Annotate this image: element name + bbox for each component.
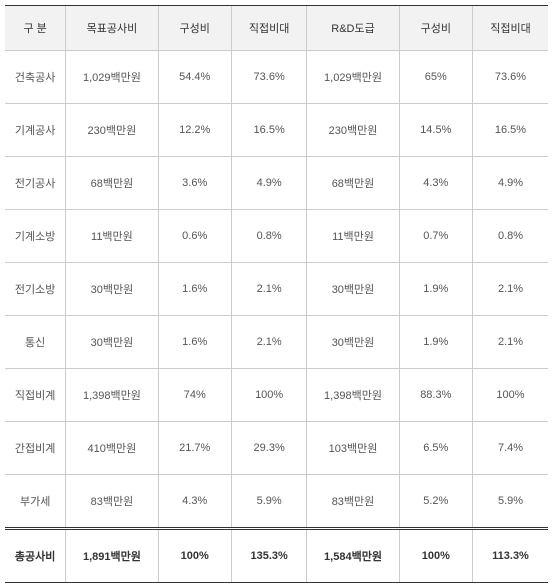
table-cell: 4.3%: [158, 475, 231, 529]
total-rnd-contract: 1,584백만원: [307, 529, 399, 583]
table-cell: 전기소방: [5, 263, 66, 316]
table-cell: 5.2%: [399, 475, 472, 529]
total-label: 총공사비: [5, 529, 66, 583]
table-cell: 3.6%: [158, 157, 231, 210]
table-cell: 1,398백만원: [307, 369, 399, 422]
table-cell: 부가세: [5, 475, 66, 529]
col-header-direct-ratio-2: 직접비대: [472, 6, 548, 51]
table-body: 건축공사1,029백만원54.4%73.6%1,029백만원65%73.6%기계…: [5, 51, 548, 529]
table-cell: 11백만원: [66, 210, 158, 263]
total-target-cost: 1,891백만원: [66, 529, 158, 583]
table-cell: 0.8%: [231, 210, 306, 263]
table-row: 건축공사1,029백만원54.4%73.6%1,029백만원65%73.6%: [5, 51, 548, 104]
table-cell: 230백만원: [307, 104, 399, 157]
table-cell: 83백만원: [66, 475, 158, 529]
table-row: 기계소방11백만원0.6%0.8%11백만원0.7%0.8%: [5, 210, 548, 263]
table-row: 전기소방30백만원1.6%2.1%30백만원1.9%2.1%: [5, 263, 548, 316]
table-cell: 5.9%: [231, 475, 306, 529]
table-cell: 2.1%: [472, 263, 548, 316]
table-cell: 직접비계: [5, 369, 66, 422]
total-composition-2: 100%: [399, 529, 472, 583]
table-cell: 간접비계: [5, 422, 66, 475]
table-cell: 83백만원: [307, 475, 399, 529]
table-cell: 5.9%: [472, 475, 548, 529]
table-cell: 기계소방: [5, 210, 66, 263]
table-cell: 1,398백만원: [66, 369, 158, 422]
table-cell: 16.5%: [472, 104, 548, 157]
table-cell: 30백만원: [307, 263, 399, 316]
table-cell: 1.9%: [399, 263, 472, 316]
table-cell: 68백만원: [66, 157, 158, 210]
table-cell: 4.3%: [399, 157, 472, 210]
table-cell: 54.4%: [158, 51, 231, 104]
table-cell: 100%: [472, 369, 548, 422]
table-cell: 30백만원: [307, 316, 399, 369]
table-cell: 0.6%: [158, 210, 231, 263]
table-row: 직접비계1,398백만원74%100%1,398백만원88.3%100%: [5, 369, 548, 422]
col-header-composition-1: 구성비: [158, 6, 231, 51]
cost-breakdown-table: 구 분 목표공사비 구성비 직접비대 R&D도급 구성비 직접비대 건축공사1,…: [5, 5, 548, 583]
col-header-rnd-contract: R&D도급: [307, 6, 399, 51]
table-cell: 4.9%: [231, 157, 306, 210]
table-cell: 7.4%: [472, 422, 548, 475]
table-cell: 30백만원: [66, 263, 158, 316]
table-row: 부가세83백만원4.3%5.9%83백만원5.2%5.9%: [5, 475, 548, 529]
total-composition-1: 100%: [158, 529, 231, 583]
table-cell: 2.1%: [231, 316, 306, 369]
total-direct-ratio-1: 135.3%: [231, 529, 306, 583]
table-cell: 1.6%: [158, 263, 231, 316]
table-cell: 통신: [5, 316, 66, 369]
table-cell: 1,029백만원: [307, 51, 399, 104]
col-header-composition-2: 구성비: [399, 6, 472, 51]
table-cell: 전기공사: [5, 157, 66, 210]
table-cell: 74%: [158, 369, 231, 422]
table-cell: 73.6%: [472, 51, 548, 104]
table-cell: 14.5%: [399, 104, 472, 157]
table-cell: 12.2%: [158, 104, 231, 157]
col-header-category: 구 분: [5, 6, 66, 51]
table-row: 기계공사230백만원12.2%16.5%230백만원14.5%16.5%: [5, 104, 548, 157]
total-row: 총공사비 1,891백만원 100% 135.3% 1,584백만원 100% …: [5, 529, 548, 583]
table-cell: 11백만원: [307, 210, 399, 263]
table-cell: 건축공사: [5, 51, 66, 104]
table-cell: 2.1%: [472, 316, 548, 369]
table-row: 간접비계410백만원21.7%29.3%103백만원6.5%7.4%: [5, 422, 548, 475]
table-cell: 88.3%: [399, 369, 472, 422]
table-cell: 30백만원: [66, 316, 158, 369]
table-cell: 21.7%: [158, 422, 231, 475]
table-cell: 230백만원: [66, 104, 158, 157]
col-header-direct-ratio-1: 직접비대: [231, 6, 306, 51]
table-row: 통신30백만원1.6%2.1%30백만원1.9%2.1%: [5, 316, 548, 369]
header-row: 구 분 목표공사비 구성비 직접비대 R&D도급 구성비 직접비대: [5, 6, 548, 51]
table-cell: 16.5%: [231, 104, 306, 157]
table-cell: 68백만원: [307, 157, 399, 210]
table-cell: 1.6%: [158, 316, 231, 369]
table-cell: 1.9%: [399, 316, 472, 369]
table-cell: 2.1%: [231, 263, 306, 316]
table-cell: 29.3%: [231, 422, 306, 475]
table-header: 구 분 목표공사비 구성비 직접비대 R&D도급 구성비 직접비대: [5, 6, 548, 51]
table-cell: 65%: [399, 51, 472, 104]
total-direct-ratio-2: 113.3%: [472, 529, 548, 583]
table-cell: 4.9%: [472, 157, 548, 210]
table-cell: 1,029백만원: [66, 51, 158, 104]
table-footer: 총공사비 1,891백만원 100% 135.3% 1,584백만원 100% …: [5, 529, 548, 583]
col-header-target-cost: 목표공사비: [66, 6, 158, 51]
table-cell: 73.6%: [231, 51, 306, 104]
table-cell: 410백만원: [66, 422, 158, 475]
table-cell: 기계공사: [5, 104, 66, 157]
table-cell: 100%: [231, 369, 306, 422]
table-row: 전기공사68백만원3.6%4.9%68백만원4.3%4.9%: [5, 157, 548, 210]
table-cell: 0.7%: [399, 210, 472, 263]
table-cell: 0.8%: [472, 210, 548, 263]
table-cell: 103백만원: [307, 422, 399, 475]
table-cell: 6.5%: [399, 422, 472, 475]
